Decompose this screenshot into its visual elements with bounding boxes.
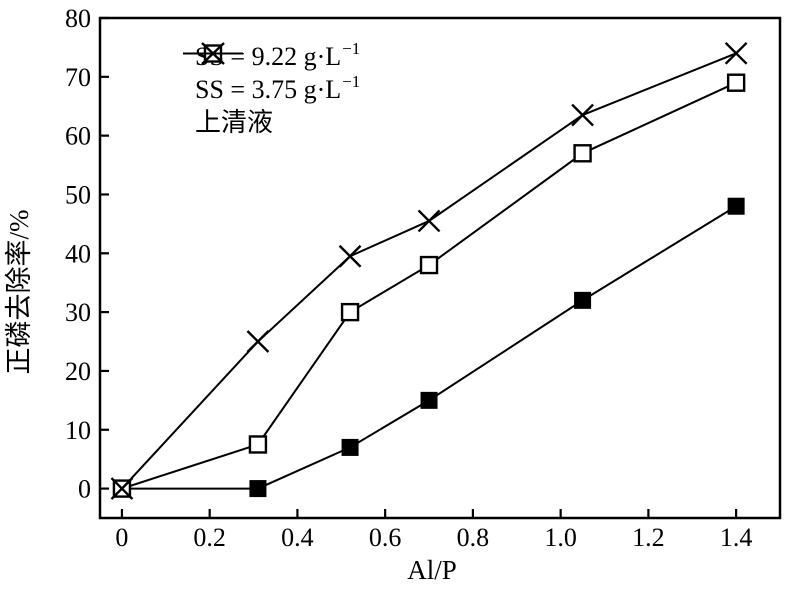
data-point-x-cross xyxy=(724,41,748,65)
y-tick-label: 10 xyxy=(65,416,91,445)
data-point-x-cross xyxy=(417,209,441,233)
x-tick-label: 1.4 xyxy=(720,523,753,552)
data-point-open-square xyxy=(419,255,439,275)
x-tick-label: 1.2 xyxy=(632,523,665,552)
x-tick-label: 0.4 xyxy=(281,523,314,552)
chart-legend: SS = 9.22 g·L−1 SS = 3.75 g·L−1 上清液 xyxy=(183,40,361,139)
y-tick-label: 60 xyxy=(65,122,91,151)
series-line-x-cross xyxy=(121,52,737,490)
y-tick-label: 50 xyxy=(65,180,91,209)
data-point-open-square xyxy=(573,144,592,163)
legend-label: 上清液 xyxy=(195,107,274,137)
y-tick-label: 70 xyxy=(65,63,91,92)
data-point-open-square xyxy=(248,435,268,454)
data-point-open-square xyxy=(340,302,360,322)
x-tick-label: 0.8 xyxy=(457,523,490,552)
x-tick-label: 1.0 xyxy=(544,523,577,552)
legend-entry-ss-3-75: SS = 3.75 g·L−1 xyxy=(183,44,361,106)
data-point-x-cross xyxy=(338,244,362,268)
series-line-filled-square xyxy=(121,205,737,490)
legend-label: SS = 3.75 g·L−1 xyxy=(195,71,361,104)
y-tick-label: 80 xyxy=(65,4,91,33)
plot-frame xyxy=(98,16,782,520)
x-tick-label: 0.2 xyxy=(193,523,226,552)
data-point-open-square xyxy=(726,73,746,92)
data-point-filled-square xyxy=(727,197,745,215)
y-tick-label: 0 xyxy=(78,475,91,504)
data-point-x-cross xyxy=(110,477,134,500)
series-line-open-square xyxy=(121,81,737,490)
y-tick-label: 30 xyxy=(65,298,91,327)
x-tick-label: 0 xyxy=(115,523,128,552)
y-axis-title: 正磷去除率/% xyxy=(4,210,34,375)
data-point-x-cross xyxy=(571,103,594,127)
x-cross-marker-icon xyxy=(183,42,243,65)
data-point-filled-square xyxy=(249,480,267,498)
x-tick-label: 0.6 xyxy=(369,523,402,552)
data-point-filled-square xyxy=(420,391,438,409)
legend-entry-supernatant: 上清液 xyxy=(183,42,359,139)
data-point-filled-square xyxy=(341,438,359,456)
data-point-x-cross xyxy=(246,330,270,353)
y-tick-label: 40 xyxy=(65,239,91,268)
data-point-filled-square xyxy=(574,291,592,309)
y-tick-label: 20 xyxy=(65,357,91,386)
x-axis-title: Al/P xyxy=(407,555,457,585)
